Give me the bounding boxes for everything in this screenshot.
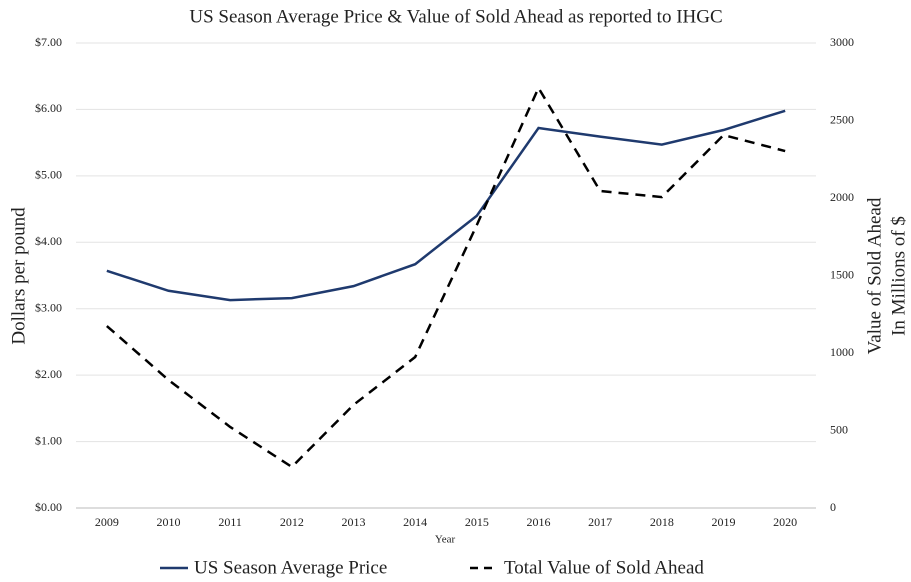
x-tick-label: 2009 — [95, 515, 119, 529]
series-line — [106, 109, 786, 302]
legend-label: US Season Average Price — [194, 557, 387, 578]
y2-tick-label: 1500 — [830, 267, 854, 281]
x-tick-label: 2010 — [157, 515, 181, 529]
y2-tick-label: 3000 — [830, 35, 854, 49]
chart-title: US Season Average Price & Value of Sold … — [189, 6, 722, 27]
x-tick-label: 2016 — [527, 515, 551, 529]
y2-axis-label: Value of Sold Ahead — [864, 197, 885, 354]
y-tick-label: $1.00 — [35, 433, 62, 447]
x-tick-label: 2012 — [280, 515, 304, 529]
y-tick-label: $2.00 — [35, 367, 62, 381]
x-tick-label: 2019 — [712, 515, 736, 529]
x-tick-label: 2011 — [218, 515, 242, 529]
x-tick-label: 2014 — [403, 515, 427, 529]
y-tick-label: $5.00 — [35, 168, 62, 182]
y2-tick-label: 2000 — [830, 190, 854, 204]
x-tick-label: 2015 — [465, 515, 489, 529]
legend-label: Total Value of Sold Ahead — [504, 557, 704, 578]
x-tick-label: 2018 — [650, 515, 674, 529]
y2-tick-label: 2500 — [830, 112, 854, 126]
y2-tick-label: 500 — [830, 422, 848, 436]
y-tick-label: $4.00 — [35, 234, 62, 248]
y-tick-label: $6.00 — [35, 101, 62, 115]
y2-tick-label: 0 — [830, 500, 836, 514]
x-tick-label: 2013 — [342, 515, 366, 529]
y-tick-label: $3.00 — [35, 300, 62, 314]
y-axis-label: Dollars per pound — [8, 207, 29, 345]
y2-tick-label: 1000 — [830, 345, 854, 359]
x-axis-label: Year — [435, 534, 456, 546]
x-tick-label: 2017 — [588, 515, 612, 529]
y-tick-label: $0.00 — [35, 500, 62, 514]
y2-axis-label: In Millions of $ — [888, 216, 909, 336]
x-tick-label: 2020 — [773, 515, 797, 529]
y-tick-label: $7.00 — [35, 35, 62, 49]
series-line — [106, 85, 786, 469]
